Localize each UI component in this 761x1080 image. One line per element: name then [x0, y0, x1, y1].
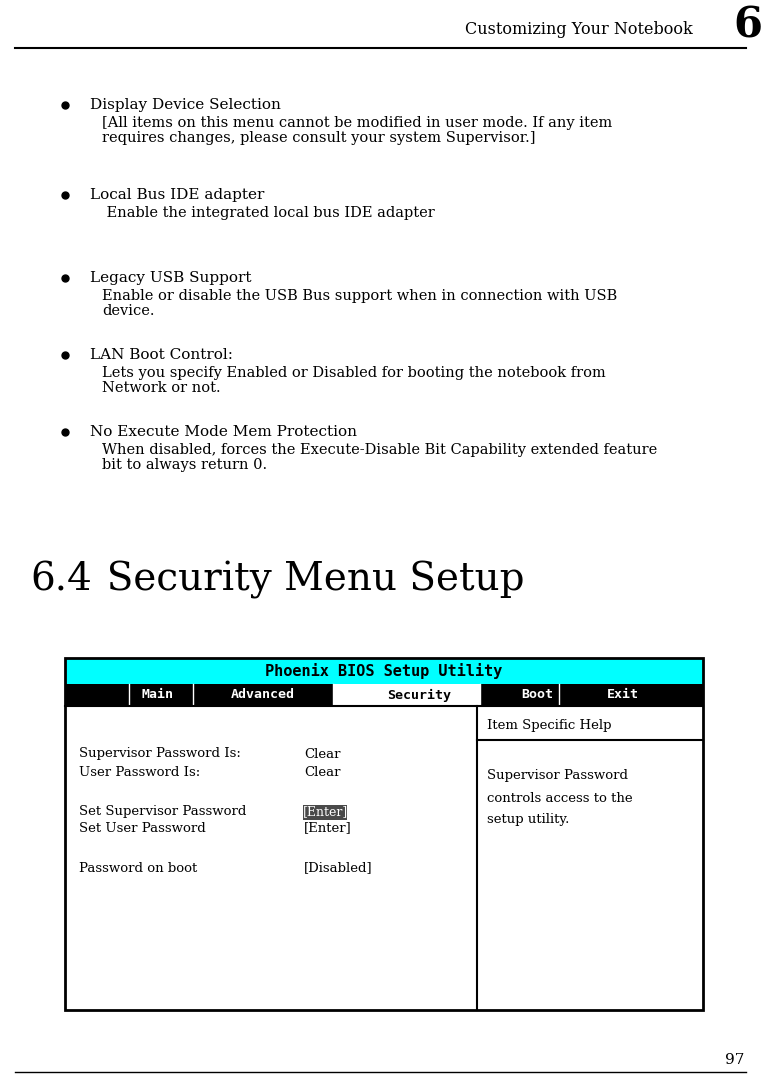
Text: Enable the integrated local bus IDE adapter: Enable the integrated local bus IDE adap…	[102, 206, 435, 220]
Text: requires changes, please consult your system Supervisor.]: requires changes, please consult your sy…	[102, 131, 536, 145]
Text: Clear: Clear	[304, 766, 341, 779]
Text: [Enter]: [Enter]	[304, 822, 352, 835]
Text: LAN Boot Control:: LAN Boot Control:	[90, 348, 233, 362]
Bar	[65, 658, 703, 684]
Text: Security Menu Setup: Security Menu Setup	[82, 561, 524, 599]
Text: device.: device.	[102, 303, 154, 318]
Text: setup utility.: setup utility.	[486, 813, 569, 826]
Text: [All items on this menu cannot be modified in user mode. If any item: [All items on this menu cannot be modifi…	[102, 116, 613, 130]
Text: Enable or disable the USB Bus support when in connection with USB: Enable or disable the USB Bus support wh…	[102, 289, 617, 303]
Bar	[303, 805, 347, 820]
Text: No Execute Mode Mem Protection: No Execute Mode Mem Protection	[90, 426, 357, 438]
Text: Boot: Boot	[521, 689, 553, 702]
Text: Clear: Clear	[304, 747, 341, 760]
Text: Password on boot: Password on boot	[79, 862, 197, 875]
Text: Phoenix BIOS Setup Utility: Phoenix BIOS Setup Utility	[266, 663, 502, 679]
Text: Lets you specify Enabled or Disabled for booting the notebook from: Lets you specify Enabled or Disabled for…	[102, 366, 606, 380]
Text: Supervisor Password: Supervisor Password	[486, 769, 628, 783]
Text: [Disabled]: [Disabled]	[304, 862, 373, 875]
Bar	[65, 706, 703, 1010]
Text: Supervisor Password Is:: Supervisor Password Is:	[79, 747, 241, 760]
Text: Legacy USB Support: Legacy USB Support	[90, 271, 251, 285]
Text: Set User Password: Set User Password	[79, 822, 205, 835]
Text: When disabled, forces the Execute-Disable Bit Capability extended feature: When disabled, forces the Execute-Disabl…	[102, 443, 658, 457]
Text: bit to always return 0.: bit to always return 0.	[102, 458, 267, 472]
Text: Local Bus IDE adapter: Local Bus IDE adapter	[90, 188, 264, 202]
Text: 6.4: 6.4	[30, 562, 92, 598]
Text: 6: 6	[734, 5, 761, 48]
Text: Network or not.: Network or not.	[102, 381, 221, 395]
Bar	[65, 658, 703, 1010]
Text: controls access to the: controls access to the	[486, 792, 632, 805]
Text: [Enter]: [Enter]	[303, 806, 348, 819]
Text: Main: Main	[142, 689, 174, 702]
Text: Exit: Exit	[607, 689, 639, 702]
Bar	[333, 684, 479, 706]
Text: Display Device Selection: Display Device Selection	[90, 98, 281, 112]
Bar	[65, 684, 703, 706]
Text: Advanced: Advanced	[231, 689, 295, 702]
Text: Set Supervisor Password: Set Supervisor Password	[79, 806, 247, 819]
Text: 97: 97	[725, 1053, 745, 1067]
Text: Customizing Your Notebook: Customizing Your Notebook	[465, 22, 693, 39]
Text: Item Specific Help: Item Specific Help	[486, 719, 611, 732]
Text: User Password Is:: User Password Is:	[79, 766, 200, 779]
Text: Security: Security	[387, 688, 451, 702]
